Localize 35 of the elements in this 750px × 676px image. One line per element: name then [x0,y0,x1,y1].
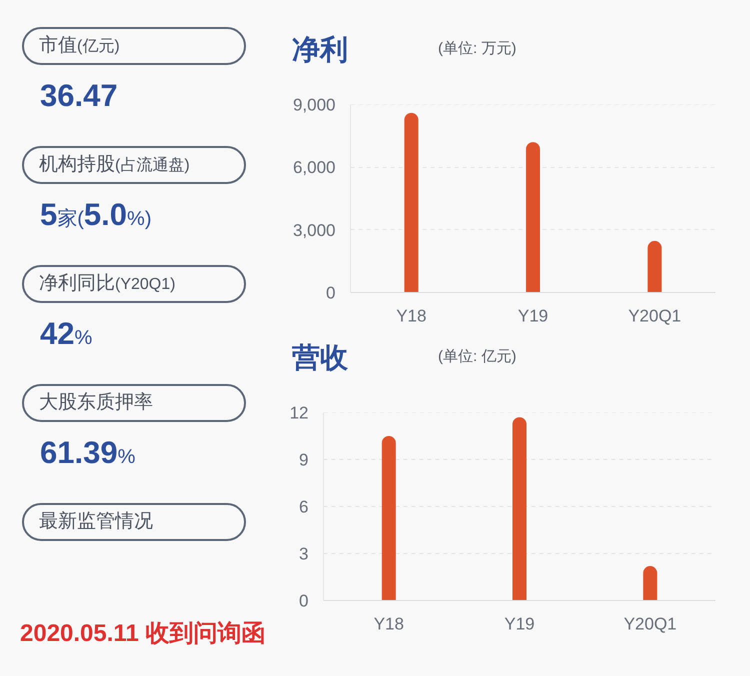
chart-title: 净利 [292,33,348,67]
x-tick-label: Y19 [518,306,548,326]
x-tick-label: Y19 [504,614,535,634]
bar [648,240,662,292]
bar [382,436,396,600]
y-tick-label: 3,000 [292,220,336,240]
text: 2020.05.11 收到问询函 [20,619,266,649]
text: 大股东质押率 [39,392,153,413]
y-tick-label: 6,000 [292,158,336,178]
text: 机构持股(占流通盘) [39,154,190,175]
x-tick-label: Y20Q1 [628,306,682,326]
bar [526,142,540,292]
y-tick-label: 0 [299,592,309,610]
bar [512,417,526,600]
text: 最新监管情况 [39,511,153,532]
bar [404,112,418,292]
text: 42% [40,316,92,351]
x-tick-label: Y18 [396,306,426,326]
y-tick-label: 3 [299,544,309,564]
text: 净利同比(Y20Q1) [39,273,176,294]
text: 36.47 [40,78,118,113]
text: 61.39% [40,435,136,470]
y-tick-label: 6 [299,498,309,516]
y-tick-label: 9,000 [292,96,336,114]
chart-subtitle: (单位: 万元) [438,39,516,59]
y-tick-label: 9 [299,450,309,470]
text: 5家(5.0%) [40,197,152,232]
chart-subtitle: (单位: 亿元) [438,347,516,367]
y-tick-label: 0 [326,284,336,302]
y-tick-label: 12 [290,404,309,422]
x-tick-label: Y18 [374,614,404,634]
text: 市值(亿元) [39,35,120,56]
bar [643,566,658,600]
chart-title: 营收 [292,341,348,375]
x-tick-label: Y20Q1 [624,614,677,634]
